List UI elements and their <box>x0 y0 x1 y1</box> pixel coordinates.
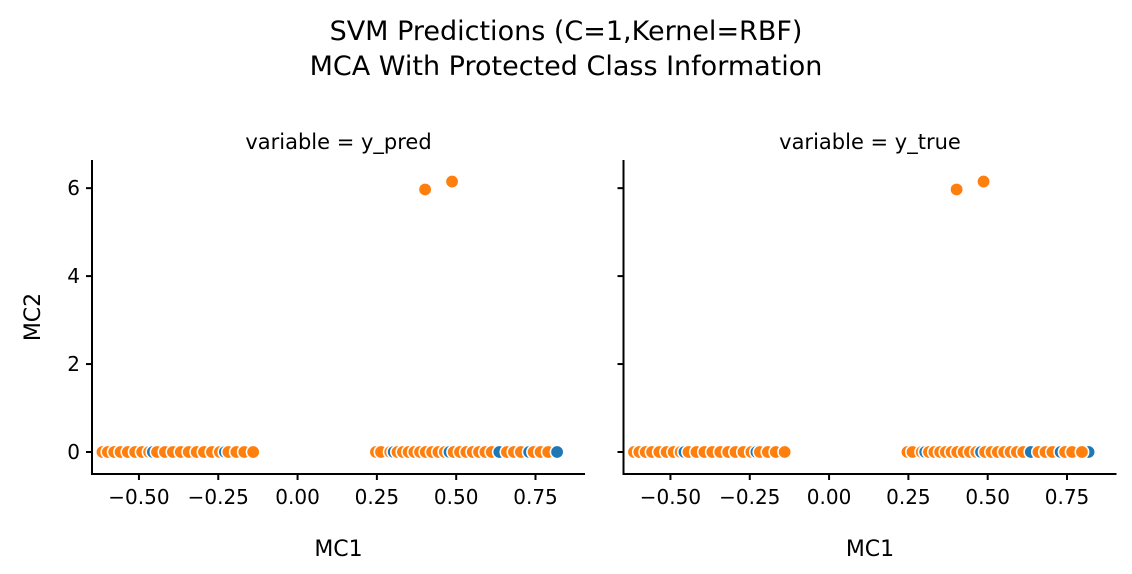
x-axis-label: MC1 <box>846 537 894 562</box>
x-tick-label: 0.75 <box>513 485 558 509</box>
y-tick-label: 0 <box>67 440 80 464</box>
scatter-point <box>417 181 433 197</box>
x-tick-label: 0.50 <box>434 485 479 509</box>
scatter-point <box>549 444 565 460</box>
x-axis-label: MC1 <box>314 537 362 562</box>
y-tick-label: 2 <box>67 352 80 376</box>
scatter-point <box>245 444 261 460</box>
x-tick-label: 0.25 <box>886 485 931 509</box>
scatter-point <box>444 174 460 190</box>
scatter-point <box>777 444 793 460</box>
y-axis-label: MC2 <box>21 293 46 341</box>
figure-title-line1: SVM Predictions (C=1,Kernel=RBF) <box>329 16 803 47</box>
figure-title: SVM Predictions (C=1,Kernel=RBF) MCA Wit… <box>0 14 1132 84</box>
x-tick-label: −0.25 <box>719 485 780 509</box>
x-tick-label: −0.50 <box>640 485 701 509</box>
x-tick-label: 0.75 <box>1045 485 1090 509</box>
x-tick-label: 0.00 <box>275 485 320 509</box>
x-tick-label: −0.25 <box>188 485 249 509</box>
panel-title: variable = y_true <box>779 130 961 155</box>
panel-title: variable = y_pred <box>245 130 431 155</box>
scatter-point <box>976 174 992 190</box>
y-tick-label: 4 <box>67 264 80 288</box>
x-tick-label: 0.00 <box>807 485 852 509</box>
figure-title-line2: MCA With Protected Class Information <box>309 51 823 82</box>
panel-y-true: variable = y_true −0.50 −0.25 0.00 0.25 0.50 0… <box>617 130 1117 562</box>
scatter-point <box>949 181 965 197</box>
x-tick-label: −0.50 <box>108 485 169 509</box>
scatter-point <box>1074 444 1090 460</box>
panel-y-pred: variable = y_pred −0.50 −0.25 0.00 0.25 0.50 0… <box>21 130 585 562</box>
x-tick-label: 0.50 <box>965 485 1010 509</box>
y-tick-label: 6 <box>67 176 80 200</box>
x-tick-label: 0.25 <box>355 485 400 509</box>
